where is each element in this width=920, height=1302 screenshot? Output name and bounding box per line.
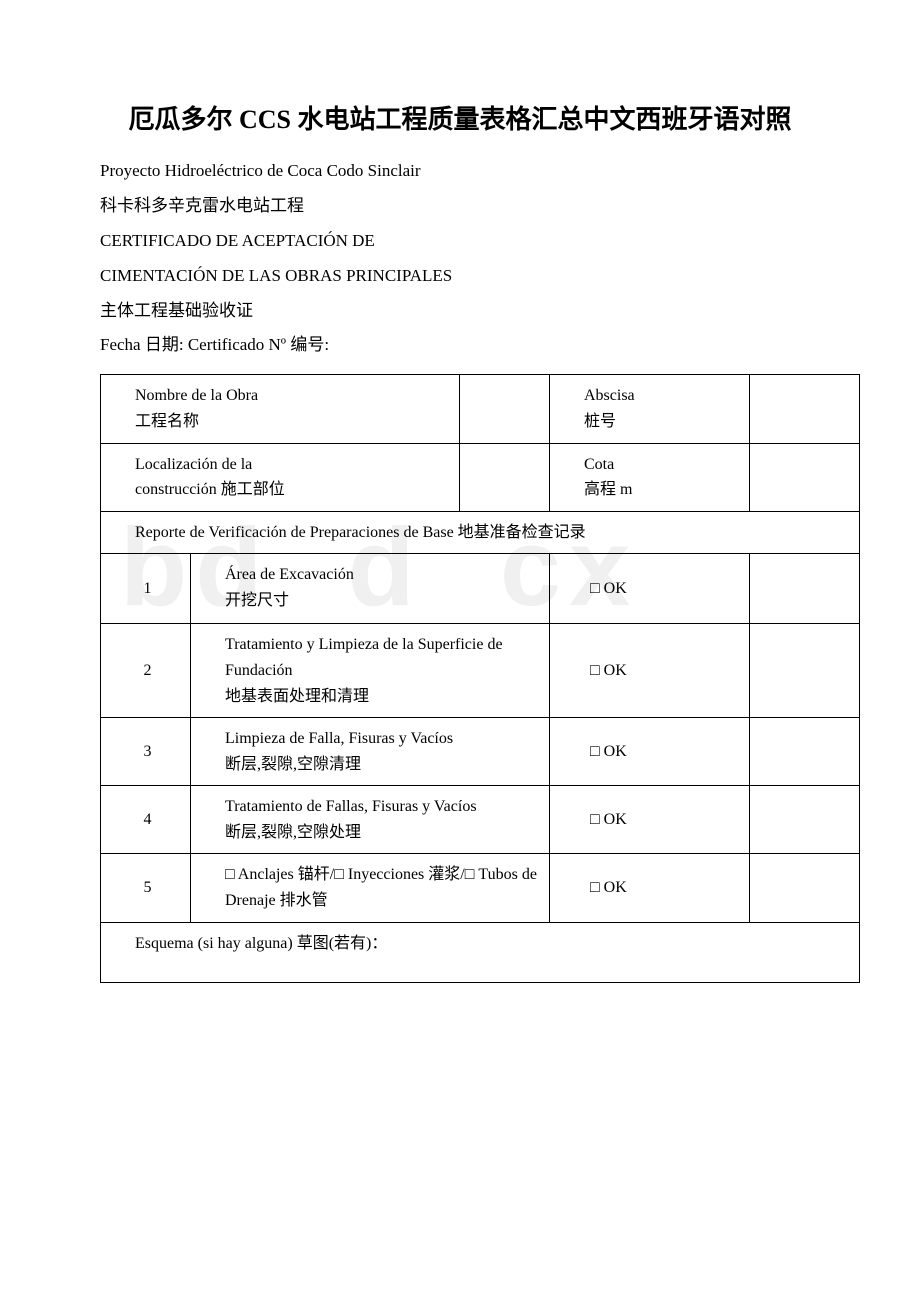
- section-header-cell: Reporte de Verificación de Preparaciones…: [101, 511, 860, 554]
- date-cert-line: Fecha 日期: Certificado Nº 编号:: [100, 331, 860, 360]
- item-number: 4: [101, 786, 191, 854]
- table-row: 5 □ Anclajes 锚杆/□ Inyecciones 灌浆/□ Tubos…: [101, 854, 860, 922]
- obra-value-cell: [460, 375, 550, 443]
- table-row: Nombre de la Obra 工程名称 Abscisa 桩号: [101, 375, 860, 443]
- item-desc-cell: Tratamiento y Limpieza de la Superficie …: [191, 624, 550, 718]
- item-ok-cell: □ OK: [550, 718, 750, 786]
- cota-label-cell: Cota 高程 m: [550, 443, 750, 511]
- obra-label-es: Nombre de la Obra: [135, 387, 258, 404]
- item-empty-cell: [750, 554, 860, 624]
- item-es: Tratamiento y Limpieza de la Superficie …: [225, 636, 503, 679]
- item-desc-cell: Área de Excavación 开挖尺寸: [191, 554, 550, 624]
- item-ok-cell: □ OK: [550, 854, 750, 922]
- item-es: Área de Excavación: [225, 566, 354, 583]
- item-cn: 断层,裂隙,空隙清理: [225, 756, 361, 773]
- item-empty-cell: [750, 786, 860, 854]
- project-name-cn: 科卡科多辛克雷水电站工程: [100, 192, 860, 221]
- item-number: 1: [101, 554, 191, 624]
- table-row: 1 Área de Excavación 开挖尺寸 □ OK: [101, 554, 860, 624]
- item-ok-cell: □ OK: [550, 554, 750, 624]
- table-row: 4 Tratamiento de Fallas, Fisuras y Vacío…: [101, 786, 860, 854]
- item-desc-cell: □ Anclajes 锚杆/□ Inyecciones 灌浆/□ Tubos d…: [191, 854, 550, 922]
- cota-value-cell: [750, 443, 860, 511]
- item-es: Limpieza de Falla, Fisuras y Vacíos: [225, 730, 453, 747]
- table-row: 3 Limpieza de Falla, Fisuras y Vacíos 断层…: [101, 718, 860, 786]
- document-page: 厄瓜多尔 CCS 水电站工程质量表格汇总中文西班牙语对照 Proyecto Hi…: [0, 0, 920, 1043]
- cert-line2: CIMENTACIÓN DE LAS OBRAS PRINCIPALES: [100, 262, 860, 291]
- table-row: Reporte de Verificación de Preparaciones…: [101, 511, 860, 554]
- loc-es: Localización de la: [135, 456, 252, 473]
- table-row: Localización de la construcción 施工部位 Cot…: [101, 443, 860, 511]
- abscisa-value-cell: [750, 375, 860, 443]
- item-empty-cell: [750, 624, 860, 718]
- item-empty-cell: [750, 854, 860, 922]
- item-cn: 地基表面处理和清理: [225, 688, 369, 705]
- loc-cn: construcción 施工部位: [135, 481, 285, 498]
- obra-label-cell: Nombre de la Obra 工程名称: [101, 375, 460, 443]
- item-empty-cell: [750, 718, 860, 786]
- abscisa-cn: 桩号: [584, 413, 616, 430]
- cota-cn: 高程 m: [584, 481, 632, 498]
- item-number: 5: [101, 854, 191, 922]
- item-cn: 断层,裂隙,空隙处理: [225, 824, 361, 841]
- certificate-form-table: Nombre de la Obra 工程名称 Abscisa 桩号 Locali…: [100, 374, 860, 982]
- cota-es: Cota: [584, 456, 614, 473]
- item-ok-cell: □ OK: [550, 624, 750, 718]
- item-number: 2: [101, 624, 191, 718]
- cert-line-cn: 主体工程基础验收证: [100, 297, 860, 326]
- table-row: Esquema (si hay alguna) 草图(若有)：: [101, 922, 860, 982]
- item-desc-cell: Tratamiento de Fallas, Fisuras y Vacíos …: [191, 786, 550, 854]
- document-title: 厄瓜多尔 CCS 水电站工程质量表格汇总中文西班牙语对照: [60, 100, 860, 139]
- loc-label-cell: Localización de la construcción 施工部位: [101, 443, 460, 511]
- item-cn: 开挖尺寸: [225, 592, 289, 609]
- project-name-es: Proyecto Hidroeléctrico de Coca Codo Sin…: [100, 157, 860, 186]
- cert-line1: CERTIFICADO DE ACEPTACIÓN DE: [100, 227, 860, 256]
- abscisa-es: Abscisa: [584, 387, 635, 404]
- sketch-cell: Esquema (si hay alguna) 草图(若有)：: [101, 922, 860, 982]
- item-ok-cell: □ OK: [550, 786, 750, 854]
- item-es: □ Anclajes 锚杆/□ Inyecciones 灌浆/□ Tubos d…: [225, 866, 537, 909]
- table-row: 2 Tratamiento y Limpieza de la Superfici…: [101, 624, 860, 718]
- item-desc-cell: Limpieza de Falla, Fisuras y Vacíos 断层,裂…: [191, 718, 550, 786]
- item-es: Tratamiento de Fallas, Fisuras y Vacíos: [225, 798, 477, 815]
- abscisa-label-cell: Abscisa 桩号: [550, 375, 750, 443]
- loc-value-cell: [460, 443, 550, 511]
- obra-label-cn: 工程名称: [135, 413, 199, 430]
- item-number: 3: [101, 718, 191, 786]
